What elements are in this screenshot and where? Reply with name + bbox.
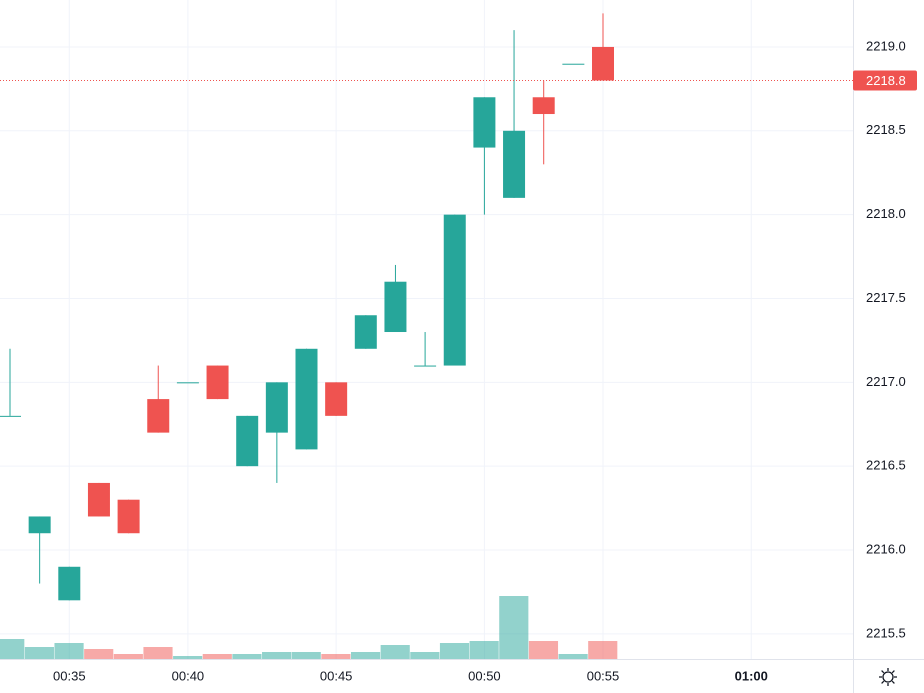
candle-body [414,365,437,367]
volume-bar [202,654,232,659]
x-tick-label: 00:35 [53,668,86,683]
volume-bar [380,645,410,659]
candle-body [562,63,585,65]
volume-bar [232,654,262,659]
volume-bar [54,643,84,659]
volume-bar [350,652,381,659]
volume-bar [262,652,292,659]
y-tick-label: 2217.5 [866,290,906,305]
y-tick-label: 2216.0 [866,541,906,556]
candle-body [28,516,51,534]
volume-bar [321,654,351,659]
candle-body [354,315,377,349]
x-tick-label: 00:50 [468,668,501,683]
volume-bar [0,639,25,659]
y-tick-label: 2216.5 [866,458,906,473]
candle-body [532,97,555,115]
candle-body [236,415,259,467]
candle-body [384,281,407,333]
volume-bar [173,656,203,659]
volume-bar [143,647,173,659]
candle-body [265,382,288,433]
volume-bar [439,643,470,659]
candle-body [443,214,466,366]
candle-body [295,348,318,450]
x-tick-label: 00:40 [172,668,205,683]
last-price-label: 2218.8 [866,73,906,88]
volume-bar [499,596,529,659]
y-tick-label: 2219.0 [866,38,906,53]
volume-bar [410,652,440,659]
volume-bar [469,641,499,659]
volume-bar [24,647,54,659]
candle-body [325,382,348,416]
candle-body [58,566,81,601]
candle-body [592,46,614,81]
candle-body [206,365,229,400]
settings-icon[interactable] [879,668,897,686]
y-tick-label: 2217.0 [866,374,906,389]
candle-body [87,482,110,517]
y-tick-label: 2218.5 [866,122,906,137]
volume-bar [291,652,321,659]
volume-bar [113,654,143,659]
last-price-badge [853,70,917,91]
candle-body [473,97,496,148]
volume-bar [588,641,618,659]
y-tick-label: 2215.5 [866,625,906,640]
x-tick-label: 01:00 [735,668,768,683]
volume-bar [558,654,588,659]
candle-body [0,415,21,417]
volume-bar [528,641,559,659]
candle-body [147,399,170,433]
x-tick-label: 00:55 [587,668,620,683]
candle-body [176,382,199,384]
candle-body [117,499,140,534]
y-tick-label: 2218.0 [866,206,906,221]
x-tick-label: 00:45 [320,668,353,683]
candle-body [503,130,526,198]
volume-bar [84,649,114,659]
